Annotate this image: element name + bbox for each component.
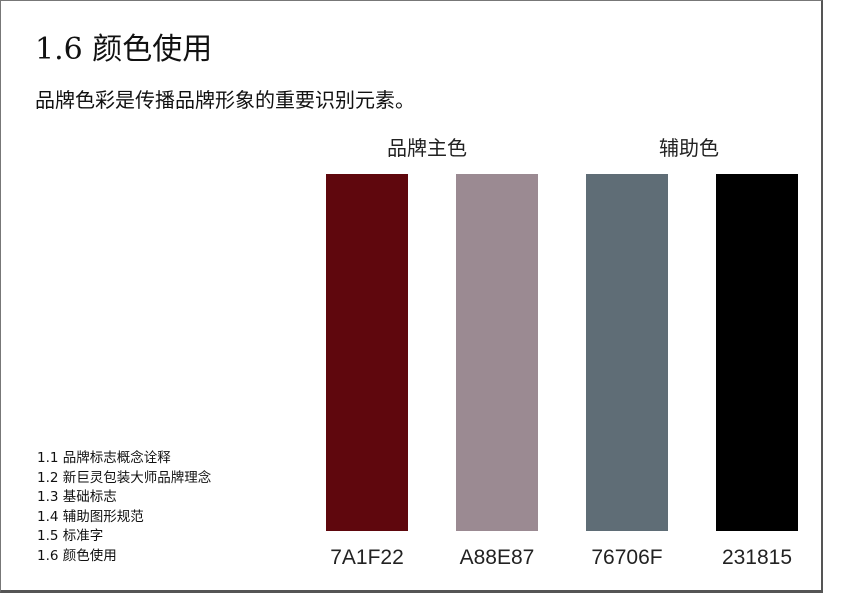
section-nav: 1.1 品牌标志概念诠释 1.2 新巨灵包装大师品牌理念 1.3 基础标志 1.… [37,449,211,566]
nav-item-1-6[interactable]: 1.6 颜色使用 [37,547,117,564]
color-swatch-4 [716,174,798,531]
color-code-4: 231815 [721,546,793,569]
page-frame [0,0,823,593]
color-swatch-2 [456,174,538,531]
color-swatch-1 [326,174,408,531]
secondary-color-group-label: 辅助色 [659,136,719,160]
color-code-1: 7A1F22 [330,546,404,569]
page-subtitle: 品牌色彩是传播品牌形象的重要识别元素。 [35,88,415,112]
nav-item-1-3[interactable]: 1.3 基础标志 [37,489,117,505]
color-swatch-3 [586,174,668,531]
nav-item-1-4[interactable]: 1.4 辅助图形规范 [37,508,144,525]
nav-item-1-1[interactable]: 1.1 品牌标志概念诠释 [37,450,171,466]
nav-item-1-5[interactable]: 1.5 标准字 [37,528,104,544]
page-title: 1.6 颜色使用 [35,32,213,67]
color-code-3: 76706F [591,546,663,569]
primary-color-group-label: 品牌主色 [387,136,467,160]
nav-item-1-2[interactable]: 1.2 新巨灵包装大师品牌理念 [37,469,212,486]
color-code-2: A88E87 [459,546,535,569]
